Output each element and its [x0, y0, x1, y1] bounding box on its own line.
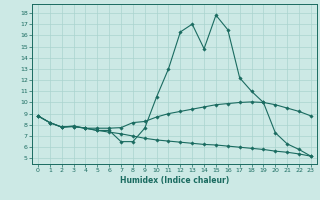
X-axis label: Humidex (Indice chaleur): Humidex (Indice chaleur) — [120, 176, 229, 185]
